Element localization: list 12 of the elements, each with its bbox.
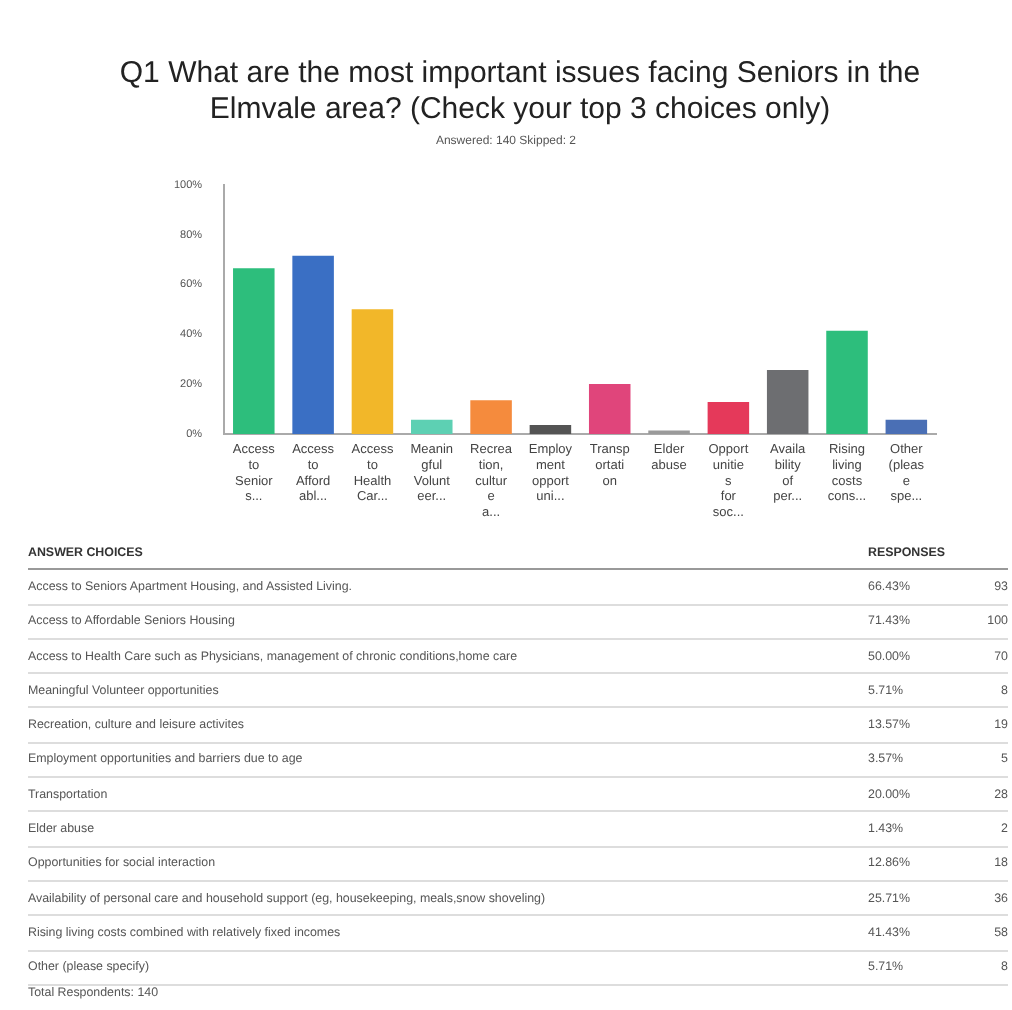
bar <box>766 369 809 434</box>
bar <box>885 419 928 434</box>
bar <box>826 330 868 434</box>
chart-title: Q1 What are the most important issues facing Seniors in the Elmvale area? (Check your top 3 choices only) <box>117 56 923 128</box>
bar <box>292 255 334 434</box>
bar <box>588 384 631 434</box>
bar <box>529 425 572 434</box>
bar <box>411 419 453 434</box>
bar <box>707 401 750 434</box>
bar <box>470 400 512 434</box>
bar <box>351 309 394 434</box>
bar <box>233 268 275 434</box>
